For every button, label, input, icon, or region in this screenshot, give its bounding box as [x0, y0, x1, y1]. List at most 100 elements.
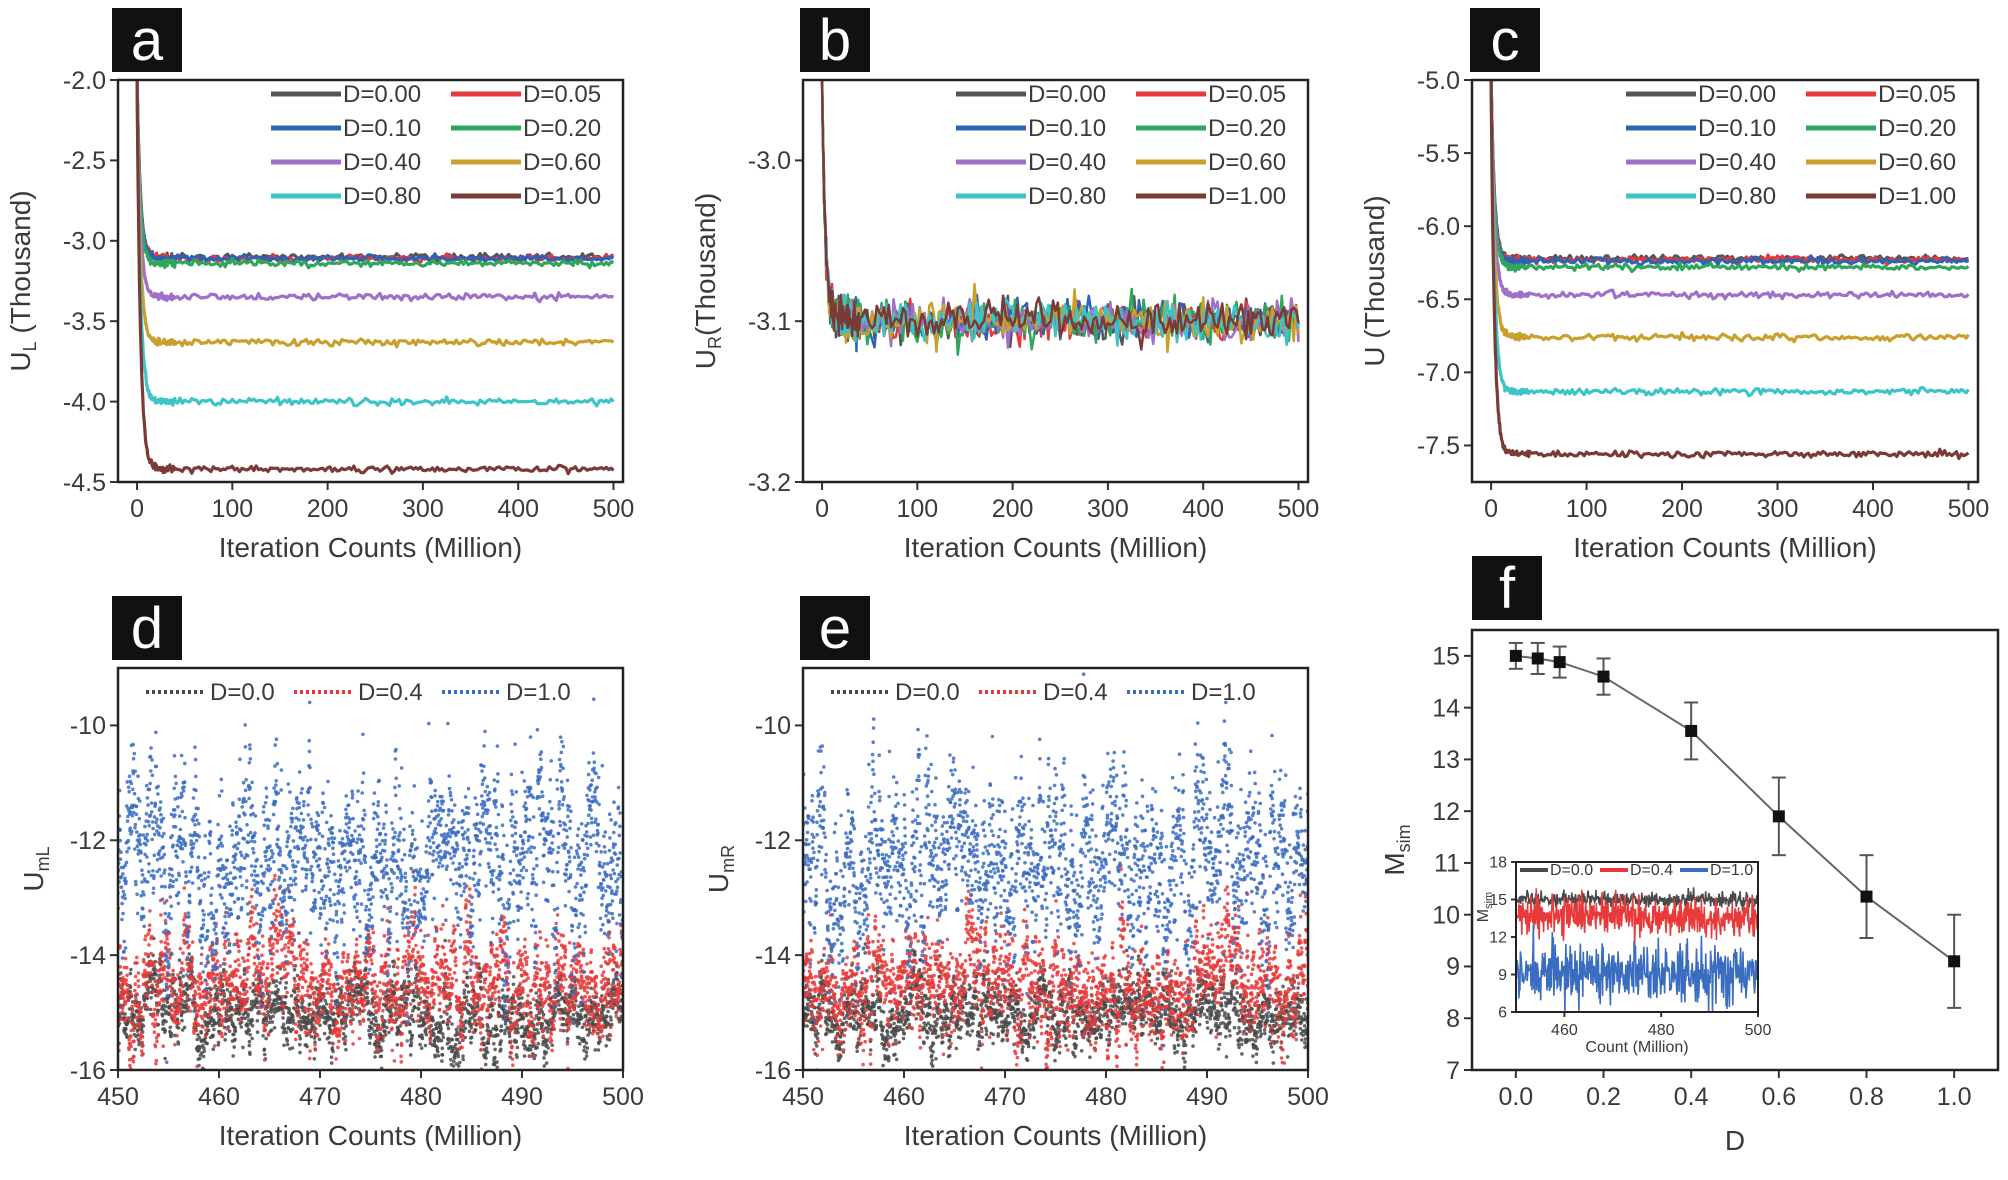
data-point [327, 973, 332, 977]
data-point [296, 1024, 301, 1028]
data-point [410, 1033, 415, 1038]
x-axis-label: Iteration Counts (Million) [1573, 532, 1876, 563]
y-axis-label: UL (Thousand) [5, 190, 40, 371]
data-point [203, 964, 208, 968]
data-point [135, 961, 139, 965]
data-point [370, 1032, 374, 1037]
data-point [330, 990, 335, 994]
data-point [157, 867, 162, 872]
data-point [522, 1054, 527, 1058]
data-point [158, 988, 162, 993]
data-point [289, 961, 293, 965]
data-point [550, 1008, 555, 1013]
data-point [491, 1008, 495, 1012]
data-point [279, 976, 284, 981]
data-point [516, 1026, 520, 1031]
data-point [352, 994, 357, 998]
data-point [598, 1036, 602, 1041]
data-point [462, 1004, 466, 1008]
data-point [560, 989, 565, 993]
data-point [517, 949, 522, 953]
data-point [418, 996, 423, 1001]
data-point [391, 994, 395, 999]
data-point [317, 1037, 322, 1042]
data-point [517, 996, 521, 1001]
data-point [176, 1042, 181, 1046]
data-point [353, 966, 358, 971]
chart-panel-b: 0 100 200 300 400 500-3.0-3.1-3.2D=0.00 D=0.05… [690, 78, 1319, 563]
data-point [123, 1012, 127, 1016]
data-point [164, 1060, 169, 1064]
data-point [409, 914, 414, 919]
data-point [488, 969, 492, 974]
y-tick-label: -2.5 [63, 147, 106, 175]
data-point [475, 965, 479, 969]
data-point [199, 975, 203, 980]
data-point [460, 1045, 464, 1050]
data-point [452, 1059, 456, 1064]
data-point [267, 1020, 272, 1024]
data-point [467, 1029, 472, 1034]
series-line-D=1.00 [820, 80, 1300, 351]
data-point [134, 882, 138, 887]
data-point [468, 920, 472, 925]
data-point [222, 1006, 226, 1011]
data-point [450, 983, 455, 987]
data-point [267, 989, 271, 994]
data-point [149, 934, 154, 939]
data-point [125, 819, 130, 823]
data-point [496, 1082, 500, 1086]
data-point [156, 1008, 161, 1013]
data-point [245, 970, 249, 974]
data-point [184, 870, 188, 874]
data-point [202, 1049, 207, 1053]
data-point [485, 1015, 489, 1020]
data-point [278, 981, 282, 985]
data-point [497, 995, 501, 1000]
data-point [508, 1028, 513, 1032]
data-point [125, 849, 129, 854]
data-point [452, 924, 456, 928]
data-point [409, 1043, 413, 1048]
data-point [470, 954, 475, 959]
data-point [527, 1054, 532, 1058]
data-point [399, 1054, 403, 1059]
data-point [464, 995, 469, 999]
data-point [288, 1019, 293, 1024]
data-point [162, 831, 166, 836]
data-point [180, 794, 184, 798]
data-point [190, 854, 194, 859]
data-point [457, 1040, 462, 1045]
data-point [295, 1000, 299, 1004]
data-point [176, 901, 181, 906]
data-point [346, 953, 351, 957]
data-point [170, 1008, 174, 1013]
data-point [225, 1002, 230, 1007]
data-point [446, 1020, 450, 1024]
data-point [500, 988, 505, 992]
data-point [201, 1071, 205, 1075]
data-point [148, 813, 153, 818]
data-point [153, 802, 158, 806]
data-point [184, 924, 189, 928]
data-point [343, 998, 348, 1002]
data-point [588, 960, 593, 965]
data-point [147, 869, 151, 874]
data-point [154, 1022, 158, 1026]
data-point [248, 919, 253, 923]
data-point [141, 1024, 146, 1028]
data-point [265, 966, 270, 970]
data-point [516, 1030, 520, 1035]
data-point [432, 1032, 436, 1036]
data-point [567, 1007, 571, 1012]
data-point [264, 1013, 269, 1018]
data-point [172, 786, 176, 791]
data-point [553, 981, 558, 986]
data-point [455, 1037, 460, 1042]
data-point [344, 1047, 348, 1052]
data-point [428, 1030, 433, 1034]
data-point [151, 989, 155, 994]
data-point [469, 1041, 473, 1045]
data-point [486, 1032, 491, 1036]
data-point [230, 1013, 234, 1017]
